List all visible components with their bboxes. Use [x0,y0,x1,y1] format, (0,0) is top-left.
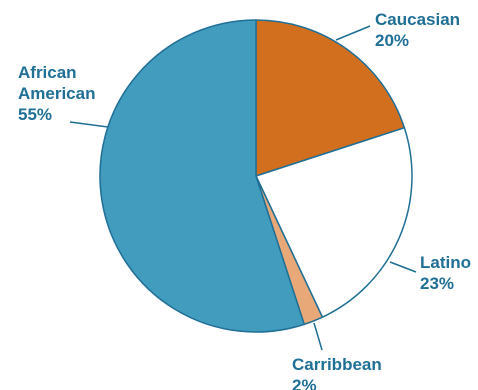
slice-percent: 2% [292,376,317,390]
leader-line [335,25,371,41]
pie-slice-latino [255,127,413,318]
leader-line [313,322,323,351]
pie-slice-african-american [99,19,305,333]
slice-name: Latino [420,253,471,272]
slice-label: Latino 23% [420,253,471,293]
slice-name: American [18,84,95,103]
slice-percent: 55% [18,105,52,124]
pie-slices [99,19,413,333]
leader-line [69,121,109,128]
slice-name: Caucasian [375,10,460,29]
slice-label: African American 55% [18,63,95,124]
slice-label: Caucasian 20% [375,10,460,50]
slice-percent: 20% [375,31,409,50]
slice-label: Carribbean 2% [292,355,382,390]
leader-line [389,261,417,273]
slice-labels: Caucasian 20% Latino 23% Carribbean 2% African… [18,10,471,390]
pie-slice-caucasian [255,19,406,177]
leader-lines [69,25,417,351]
slice-percent: 23% [420,274,454,293]
slice-name: Carribbean [292,355,382,374]
slice-name: African [18,63,77,82]
